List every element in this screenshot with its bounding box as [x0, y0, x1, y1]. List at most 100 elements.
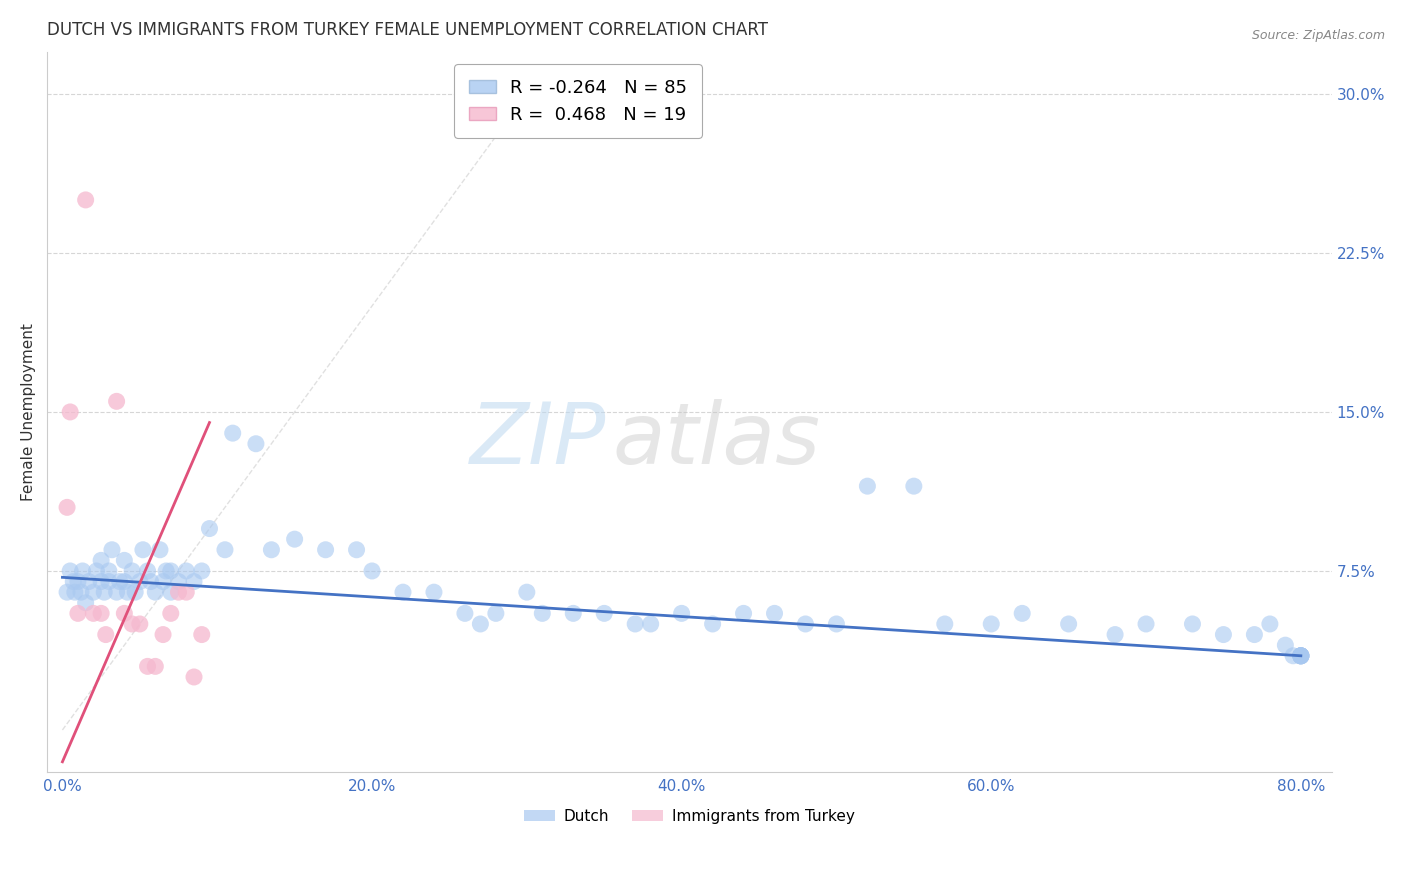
Text: atlas: atlas [612, 400, 820, 483]
Dutch [423, 585, 446, 599]
Immigrants from Turkey [66, 607, 89, 621]
Dutch [136, 564, 159, 578]
Immigrants from Turkey [190, 627, 212, 641]
Dutch [361, 564, 384, 578]
Dutch [470, 617, 492, 632]
Dutch [97, 574, 120, 589]
Dutch [112, 553, 135, 567]
Dutch [640, 617, 662, 632]
Dutch [1289, 648, 1312, 663]
Dutch [562, 607, 585, 621]
Dutch [1011, 607, 1033, 621]
Dutch [72, 564, 94, 578]
Dutch [128, 574, 150, 589]
Legend: Dutch, Immigrants from Turkey: Dutch, Immigrants from Turkey [517, 803, 860, 830]
Dutch [183, 574, 205, 589]
Dutch [105, 585, 128, 599]
Dutch [284, 532, 307, 546]
Immigrants from Turkey [56, 500, 79, 515]
Dutch [763, 607, 786, 621]
Dutch [90, 574, 112, 589]
Dutch [346, 542, 368, 557]
Dutch [82, 585, 104, 599]
Dutch [70, 585, 93, 599]
Dutch [167, 574, 190, 589]
Dutch [1212, 627, 1234, 641]
Dutch [702, 617, 724, 632]
Dutch [97, 564, 120, 578]
Dutch [139, 574, 162, 589]
Dutch [980, 617, 1002, 632]
Dutch [155, 564, 177, 578]
Dutch [101, 542, 124, 557]
Dutch [63, 585, 86, 599]
Dutch [1243, 627, 1265, 641]
Immigrants from Turkey [167, 585, 190, 599]
Dutch [214, 542, 236, 557]
Dutch [121, 564, 143, 578]
Dutch [531, 607, 554, 621]
Dutch [77, 574, 100, 589]
Dutch [1289, 648, 1312, 663]
Dutch [159, 585, 181, 599]
Dutch [1135, 617, 1157, 632]
Dutch [152, 574, 174, 589]
Dutch [1104, 627, 1126, 641]
Immigrants from Turkey [159, 607, 181, 621]
Dutch [856, 479, 879, 493]
Immigrants from Turkey [121, 617, 143, 632]
Immigrants from Turkey [59, 405, 82, 419]
Dutch [132, 542, 155, 557]
Dutch [1289, 648, 1312, 663]
Text: ZIP: ZIP [470, 400, 606, 483]
Immigrants from Turkey [136, 659, 159, 673]
Dutch [86, 564, 108, 578]
Text: Source: ZipAtlas.com: Source: ZipAtlas.com [1251, 29, 1385, 42]
Dutch [75, 596, 97, 610]
Dutch [315, 542, 337, 557]
Immigrants from Turkey [112, 607, 135, 621]
Dutch [1057, 617, 1080, 632]
Immigrants from Turkey [174, 585, 197, 599]
Immigrants from Turkey [128, 617, 150, 632]
Dutch [90, 553, 112, 567]
Immigrants from Turkey [90, 607, 112, 621]
Immigrants from Turkey [143, 659, 166, 673]
Dutch [624, 617, 647, 632]
Dutch [1274, 638, 1296, 652]
Dutch [516, 585, 538, 599]
Dutch [62, 574, 84, 589]
Dutch [1289, 648, 1312, 663]
Dutch [392, 585, 415, 599]
Dutch [59, 564, 82, 578]
Dutch [794, 617, 817, 632]
Text: DUTCH VS IMMIGRANTS FROM TURKEY FEMALE UNEMPLOYMENT CORRELATION CHART: DUTCH VS IMMIGRANTS FROM TURKEY FEMALE U… [46, 21, 768, 39]
Dutch [593, 607, 616, 621]
Immigrants from Turkey [183, 670, 205, 684]
Dutch [260, 542, 283, 557]
Dutch [1289, 648, 1312, 663]
Immigrants from Turkey [105, 394, 128, 409]
Dutch [56, 585, 79, 599]
Dutch [159, 564, 181, 578]
Dutch [733, 607, 755, 621]
Dutch [825, 617, 848, 632]
Dutch [1181, 617, 1204, 632]
Immigrants from Turkey [94, 627, 117, 641]
Immigrants from Turkey [75, 193, 97, 207]
Dutch [1282, 648, 1305, 663]
Dutch [112, 574, 135, 589]
Dutch [117, 585, 139, 599]
Dutch [1258, 617, 1281, 632]
Dutch [903, 479, 925, 493]
Immigrants from Turkey [152, 627, 174, 641]
Dutch [149, 542, 172, 557]
Dutch [222, 426, 245, 441]
Dutch [66, 574, 89, 589]
Dutch [198, 522, 221, 536]
Dutch [190, 564, 212, 578]
Dutch [454, 607, 477, 621]
Y-axis label: Female Unemployment: Female Unemployment [21, 323, 35, 501]
Dutch [124, 585, 146, 599]
Dutch [934, 617, 956, 632]
